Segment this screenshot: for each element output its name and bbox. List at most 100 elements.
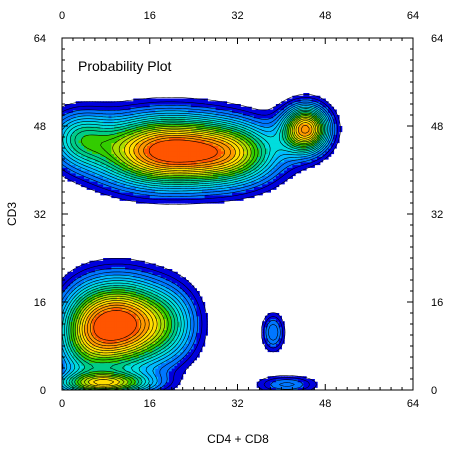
contour-cell: [234, 128, 239, 133]
contour-cell: [308, 126, 313, 130]
contour-cell: [157, 384, 162, 388]
contour-cell: [179, 178, 184, 182]
contour-cell: [149, 381, 154, 386]
contour-cell: [108, 354, 112, 358]
contour-cell: [190, 340, 195, 344]
contour-cell: [94, 260, 99, 265]
contour-cell: [157, 183, 162, 188]
contour-cell: [122, 145, 126, 149]
contour-cell: [221, 194, 225, 199]
contour-cell: [141, 120, 145, 124]
contour-cell: [147, 373, 151, 377]
contour-cell: [174, 368, 178, 372]
contour-cell: [78, 150, 82, 155]
contour-cell: [119, 159, 123, 163]
contour-cell: [333, 123, 337, 127]
contour-cell: [193, 318, 197, 322]
contour-cell: [100, 128, 104, 133]
contour-cell: [122, 148, 126, 152]
contour-cell: [89, 131, 93, 135]
contour-cell: [72, 156, 77, 160]
contour-cell: [92, 321, 96, 325]
contour-cell: [275, 183, 280, 188]
contour-cell: [116, 266, 121, 270]
contour-cell: [116, 178, 121, 182]
contour-cell: [242, 186, 247, 190]
contour-cell: [270, 167, 274, 171]
contour-cell: [278, 326, 282, 331]
contour-cell: [86, 175, 91, 179]
contour-cell: [114, 326, 118, 331]
contour-cell: [97, 189, 101, 193]
contour-cell: [125, 181, 129, 185]
contour-cell: [94, 128, 99, 133]
contour-cell: [232, 126, 236, 130]
contour-cell: [105, 271, 110, 276]
contour-cell: [281, 139, 285, 144]
contour-cell: [300, 131, 304, 135]
contour-cell: [136, 266, 140, 270]
contour-cell: [149, 148, 154, 152]
contour-cell: [182, 200, 186, 204]
contour-cell: [212, 167, 217, 171]
contour-cell: [179, 172, 184, 177]
contour-cell: [199, 156, 203, 160]
contour-cell: [122, 370, 126, 375]
contour-cell: [199, 340, 203, 344]
contour-cell: [218, 120, 222, 124]
contour-cell: [114, 142, 118, 146]
contour-cell: [97, 340, 101, 344]
contour-cell: [199, 148, 203, 152]
contour-cell: [177, 340, 181, 344]
contour-cell: [286, 142, 291, 146]
contour-cell: [199, 159, 203, 163]
contour-cell: [163, 296, 167, 300]
contour-cell: [122, 384, 126, 388]
contour-cell: [111, 282, 115, 287]
contour-cell: [264, 318, 269, 322]
contour-cell: [122, 269, 126, 273]
contour-cell: [130, 271, 134, 276]
contour-cell: [226, 186, 230, 190]
contour-cell: [314, 137, 318, 141]
contour-cell: [130, 145, 134, 149]
contour-cell: [127, 368, 132, 372]
contour-cell: [314, 123, 318, 127]
contour-cell: [155, 387, 159, 390]
contour-cell: [75, 288, 80, 292]
contour-cell: [264, 156, 269, 160]
contour-cell: [193, 324, 197, 328]
contour-cell: [111, 304, 115, 309]
contour-cell: [62, 335, 66, 339]
contour-cell: [177, 324, 181, 328]
contour-cell: [185, 126, 189, 130]
contour-cell: [300, 159, 304, 163]
contour-cell: [273, 172, 277, 177]
contour-cell: [295, 148, 299, 152]
contour-cell: [89, 354, 93, 358]
contour-cell: [72, 167, 77, 171]
contour-cell: [182, 310, 186, 314]
contour-cell: [308, 384, 313, 388]
contour-cell: [144, 263, 148, 267]
contour-cell: [237, 189, 241, 193]
contour-cell: [157, 164, 162, 168]
contour-cell: [264, 131, 269, 135]
contour-cell: [229, 142, 233, 146]
contour-cell: [199, 161, 203, 166]
contour-cell: [78, 346, 82, 350]
contour-cell: [212, 120, 217, 124]
contour-cell: [163, 293, 167, 298]
contour-cell: [94, 365, 99, 369]
contour-cell: [182, 126, 186, 130]
contour-cell: [144, 183, 148, 188]
contour-cell: [188, 313, 192, 317]
contour-cell: [111, 329, 115, 333]
contour-cell: [125, 266, 129, 270]
contour-cell: [152, 181, 156, 185]
contour-cell: [114, 271, 118, 276]
contour-cell: [122, 326, 126, 331]
contour-cell: [116, 263, 121, 267]
contour-cell: [122, 376, 126, 380]
contour-cell: [97, 318, 101, 322]
